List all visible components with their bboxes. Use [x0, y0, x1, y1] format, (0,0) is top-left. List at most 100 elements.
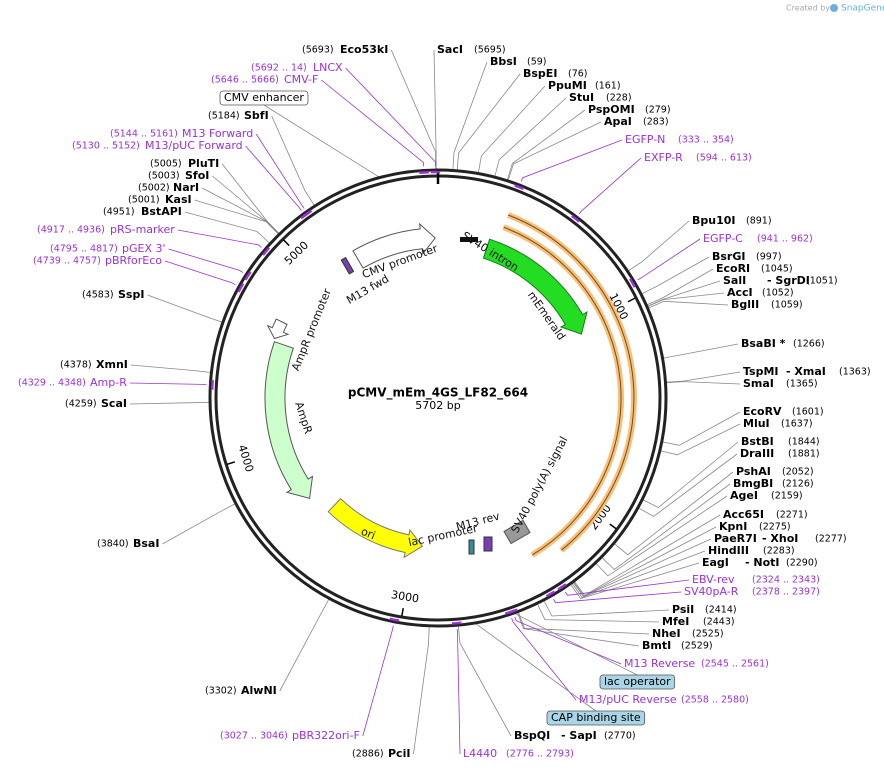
enzyme-name: SspI: [118, 288, 144, 301]
feature-label: lac promoter: [407, 522, 479, 549]
connector: [553, 591, 682, 604]
enzyme-name: NarI: [173, 181, 199, 194]
connector: [571, 550, 706, 598]
site-position: (2886): [352, 749, 384, 760]
connector: [614, 471, 734, 556]
site-position: (2275): [759, 522, 791, 533]
feature-box-label: CMV enhancer: [224, 91, 304, 104]
connector: [514, 613, 638, 676]
enzyme-name: NheI: [652, 627, 681, 640]
connector: [345, 67, 436, 166]
enzyme-name: - XhoI: [762, 532, 798, 545]
primer-range: (5130 .. 5152): [72, 141, 140, 152]
site-position: (1045): [761, 264, 793, 275]
site-position: (2052): [782, 467, 814, 478]
ruler-tick: [401, 608, 404, 617]
primer-range: (4917 .. 4936): [37, 225, 105, 236]
enzyme-name: EagI: [702, 556, 729, 569]
connector: [321, 79, 425, 167]
site-position: (5003): [148, 171, 180, 182]
ruler-tick: [609, 523, 617, 530]
site-position: (2525): [692, 629, 724, 640]
connector: [641, 256, 710, 295]
connector: [194, 199, 279, 235]
site-position: (4259): [65, 399, 97, 410]
feature-arrow: [264, 341, 314, 500]
feature-block: [468, 539, 475, 555]
connector: [164, 260, 236, 286]
site-position: (997): [756, 252, 782, 263]
primer-range: (5646 .. 5666): [211, 75, 279, 86]
site-position: (283): [643, 117, 669, 128]
connector: [494, 97, 567, 177]
site-position: (1052): [762, 288, 794, 299]
enzyme-name: - SapI: [561, 729, 597, 742]
connector: [129, 382, 207, 385]
site-position: (1881): [788, 449, 820, 460]
connector: [162, 503, 236, 545]
primer-range: (2545 .. 2561): [701, 659, 769, 670]
feature-block: [483, 536, 493, 552]
primer-name: M13/pUC Forward: [145, 139, 243, 152]
connector: [506, 109, 586, 180]
logo: [830, 4, 838, 12]
feature-arc: [508, 214, 635, 551]
enzyme-name: ApaI: [604, 115, 632, 128]
enzyme-name: MfeI: [662, 615, 689, 628]
site-position: (2770): [604, 731, 636, 742]
feature-arrow: [352, 222, 436, 269]
primer-name: pBRforEco: [105, 254, 162, 267]
site-position: (4378): [60, 360, 92, 371]
primer-range: (4739 .. 4757): [33, 256, 101, 267]
primer-mark: [389, 617, 400, 622]
connector: [647, 268, 714, 306]
enzyme-name: BbsI: [490, 55, 517, 68]
site-position: (279): [645, 105, 671, 116]
primer-name: LNCX: [313, 61, 343, 74]
enzyme-name: PaeR7I: [714, 532, 757, 545]
primer-name: pGEX 3': [122, 242, 166, 255]
feature-block: [503, 519, 531, 545]
feature-block: [340, 256, 355, 275]
primer-range: (4329 .. 4348): [18, 378, 86, 389]
primer-range: (2776 .. 2793): [506, 749, 574, 760]
enzyme-name: KpnI: [719, 520, 747, 533]
enzyme-name: AlwNI: [241, 684, 277, 697]
primer-mark: [244, 271, 252, 281]
site-position: (2277): [815, 534, 847, 545]
connector: [666, 371, 741, 383]
site-position: (161): [595, 81, 621, 92]
connector: [520, 139, 623, 182]
connector: [129, 402, 210, 405]
enzyme-name: PluTI: [188, 157, 219, 170]
connector: [458, 626, 512, 737]
site-position: (2159): [771, 491, 803, 502]
enzyme-name: PshAI: [736, 465, 771, 478]
site-position: (1363): [839, 367, 871, 378]
connector: [662, 411, 741, 446]
enzyme-name: PpuMI: [548, 79, 587, 92]
feature-label: AmpR: [292, 400, 315, 436]
primer-mark: [237, 282, 245, 293]
connector: [255, 133, 305, 209]
primer-name: EGFP-C: [703, 232, 743, 245]
connector: [663, 343, 739, 359]
plasmid-name: pCMV_mEm_4GS_LF82_664: [348, 386, 528, 401]
enzyme-name: Bpu10I: [692, 214, 736, 227]
connector: [456, 73, 521, 170]
primer-range: (333 .. 354): [678, 135, 734, 146]
plasmid-size: 5702 bp: [415, 399, 460, 412]
connector: [637, 238, 701, 281]
connector: [628, 220, 690, 272]
enzyme-name: BmtI: [642, 639, 671, 652]
primer-name: CMV-F: [284, 73, 318, 86]
site-position: (4583): [82, 290, 114, 301]
enzyme-name: - NotI: [745, 556, 780, 569]
ruler-tick: [627, 297, 636, 303]
primer-name: EBV-rev: [692, 573, 735, 586]
enzyme-name: ScaI: [101, 397, 127, 410]
feature-box: [219, 90, 309, 106]
primer-name: M13 Reverse: [624, 657, 695, 670]
site-position: (59): [527, 57, 547, 68]
